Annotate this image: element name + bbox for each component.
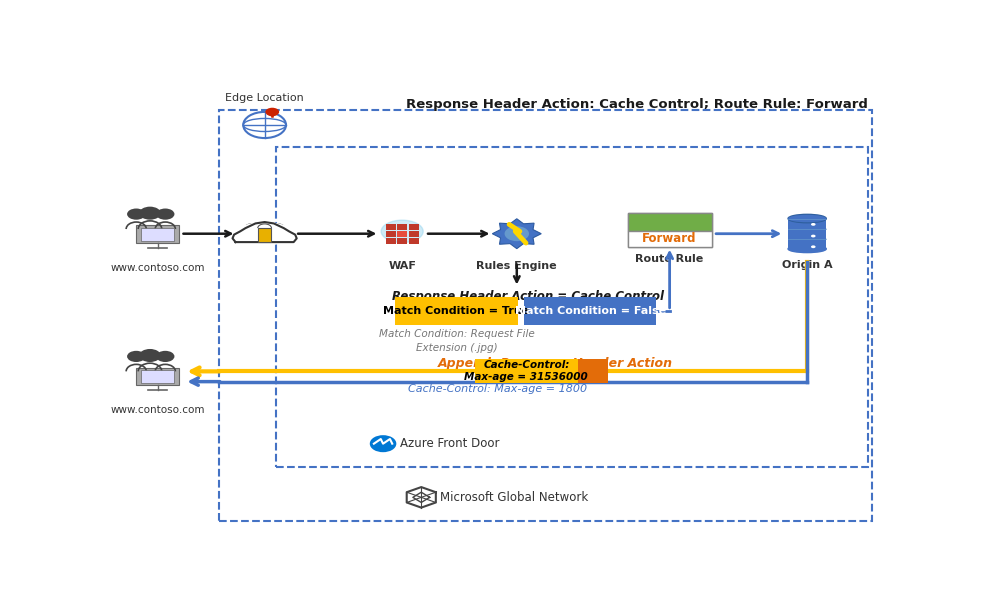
Bar [788, 219, 826, 249]
Text: Cache-Control: Max-age = 1800: Cache-Control: Max-age = 1800 [408, 384, 588, 394]
Bar [578, 359, 608, 383]
Ellipse shape [276, 231, 296, 241]
Ellipse shape [237, 222, 292, 245]
Bar [219, 110, 872, 521]
Text: Append: Response Header Action: Append: Response Header Action [438, 358, 672, 370]
Ellipse shape [267, 224, 285, 232]
Text: Azure Front Door: Azure Front Door [400, 437, 499, 450]
Circle shape [810, 245, 815, 248]
Ellipse shape [269, 228, 298, 243]
Bar [386, 231, 395, 237]
Text: Route Rule: Route Rule [636, 254, 704, 264]
Bar [386, 231, 395, 237]
Ellipse shape [245, 224, 261, 232]
Bar [408, 224, 419, 230]
Text: Microsoft Global Network: Microsoft Global Network [441, 491, 589, 504]
Text: Match Condition: Request File
Extension (.jpg): Match Condition: Request File Extension … [379, 330, 534, 353]
Bar [141, 228, 175, 241]
Text: Cache-Control:
Max-age = 31536000: Cache-Control: Max-age = 31536000 [464, 360, 589, 382]
Bar [397, 231, 407, 237]
Circle shape [156, 351, 175, 362]
Text: Match Condition = True: Match Condition = True [384, 305, 529, 316]
Bar [136, 368, 179, 385]
Ellipse shape [250, 227, 279, 241]
Bar [627, 213, 712, 231]
Circle shape [810, 235, 815, 238]
Circle shape [810, 223, 815, 226]
Ellipse shape [382, 220, 423, 242]
Text: Response Header Action = Cache Control: Response Header Action = Cache Control [392, 290, 665, 303]
Text: Edge Location: Edge Location [225, 93, 304, 103]
Polygon shape [233, 222, 297, 242]
Circle shape [139, 349, 161, 362]
Circle shape [127, 351, 145, 362]
Bar [141, 370, 175, 384]
Bar [397, 238, 407, 244]
Bar [394, 297, 519, 325]
Ellipse shape [788, 225, 826, 232]
Bar [386, 238, 395, 244]
Bar [627, 213, 712, 247]
Bar [386, 238, 395, 244]
Text: Forward: Forward [642, 232, 697, 245]
Text: Origin A: Origin A [782, 261, 832, 270]
Text: www.contoso.com: www.contoso.com [110, 263, 205, 273]
Bar [276, 147, 869, 467]
Text: Response Header Action: Cache Control; Route Rule: Forward: Response Header Action: Cache Control; R… [406, 98, 869, 112]
Bar [475, 359, 578, 383]
Bar [386, 224, 395, 230]
Polygon shape [492, 219, 541, 248]
Ellipse shape [234, 231, 252, 241]
Bar [408, 231, 419, 237]
Circle shape [505, 226, 529, 241]
Bar [397, 224, 407, 230]
Text: Match Condition = False: Match Condition = False [515, 305, 666, 316]
Bar [408, 231, 419, 237]
Bar [408, 224, 419, 230]
Bar [257, 228, 271, 242]
Text: www.contoso.com: www.contoso.com [110, 405, 205, 416]
Circle shape [371, 436, 395, 451]
Bar [408, 238, 419, 244]
Bar [525, 297, 656, 325]
Circle shape [127, 208, 145, 220]
Ellipse shape [788, 235, 826, 242]
Ellipse shape [788, 215, 826, 222]
Text: Rules Engine: Rules Engine [476, 261, 557, 271]
Ellipse shape [788, 245, 826, 253]
Bar [397, 238, 407, 244]
Ellipse shape [231, 228, 260, 243]
Text: WAF: WAF [388, 261, 416, 271]
Bar [397, 224, 407, 230]
Polygon shape [267, 115, 278, 117]
Bar [386, 224, 395, 230]
Bar [397, 231, 407, 237]
Bar [136, 225, 179, 243]
Circle shape [265, 108, 279, 116]
Bar [408, 238, 419, 244]
Ellipse shape [788, 215, 826, 223]
Circle shape [244, 112, 286, 138]
Bar [627, 231, 712, 247]
Circle shape [156, 208, 175, 220]
Circle shape [139, 207, 161, 220]
